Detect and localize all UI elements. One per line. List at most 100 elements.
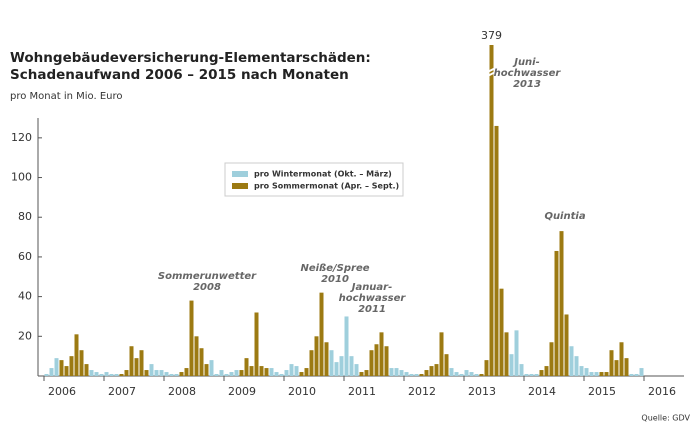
x-tick-label: 2016: [648, 385, 676, 398]
bar: [144, 370, 149, 376]
bar: [204, 364, 209, 376]
annotation: Juni-: [512, 57, 540, 68]
bar: [104, 372, 109, 376]
y-tick-label: 60: [18, 250, 32, 263]
bar: [159, 370, 164, 376]
bar: [629, 374, 634, 376]
y-tick-label: 40: [18, 290, 32, 303]
legend-swatch: [232, 183, 248, 189]
bar: [44, 374, 49, 376]
bar: [369, 350, 374, 376]
bar: [389, 368, 394, 376]
bar: [594, 372, 599, 376]
bar: [89, 370, 94, 376]
annotation: Januar-: [350, 282, 393, 293]
bar: [99, 374, 104, 376]
bar: [239, 370, 244, 376]
y-tick-label: 120: [11, 131, 32, 144]
bar: [589, 372, 594, 376]
annotation: hochwasser: [494, 68, 562, 79]
bar: [359, 372, 364, 376]
bar: [174, 374, 179, 376]
x-tick-label: 2007: [108, 385, 136, 398]
bar: [394, 368, 399, 376]
bar: [189, 300, 194, 376]
axis-break: [487, 67, 496, 77]
bar: [454, 372, 459, 376]
bar: [444, 354, 449, 376]
bar: [384, 346, 389, 376]
bar: [564, 314, 569, 376]
bar: [254, 312, 259, 376]
bar: [54, 358, 59, 376]
x-tick-label: 2011: [348, 385, 376, 398]
bar: [364, 370, 369, 376]
x-tick-label: 2010: [288, 385, 316, 398]
annotation: 2010: [321, 274, 349, 285]
y-tick-label: 100: [11, 171, 32, 184]
bar: [529, 374, 534, 376]
bar: [299, 372, 304, 376]
bar: [579, 366, 584, 376]
value-label: 379: [481, 29, 502, 42]
source: Quelle: GDV: [641, 414, 690, 423]
bar: [494, 125, 499, 376]
bar: [74, 334, 79, 376]
bar: [354, 364, 359, 376]
bar: [284, 370, 289, 376]
bar: [154, 370, 159, 376]
bar: [479, 374, 484, 376]
bar: [319, 292, 324, 376]
bar: [49, 368, 54, 376]
bar: [179, 372, 184, 376]
annotation: 2013: [513, 79, 541, 90]
bar: [114, 374, 119, 376]
bar: [549, 342, 554, 376]
bar: [554, 250, 559, 376]
chart-title: Schadenaufwand 2006 – 2015 nach Monaten: [10, 67, 349, 83]
bar: [194, 336, 199, 376]
bar: [504, 332, 509, 376]
bar: [214, 374, 219, 376]
bar: [484, 360, 489, 376]
subtitle: pro Monat in Mio. Euro: [10, 91, 123, 102]
bar: [344, 316, 349, 376]
bar: [499, 288, 504, 376]
annotation: 2008: [193, 282, 221, 293]
bar: [534, 374, 539, 376]
bar: [264, 368, 269, 376]
bar: [459, 374, 464, 376]
bar: [334, 362, 339, 376]
bar: [524, 374, 529, 376]
bar: [624, 358, 629, 376]
bar: [419, 374, 424, 376]
legend-swatch: [232, 171, 248, 177]
bar: [599, 372, 604, 376]
bar: [584, 368, 589, 376]
bar: [149, 364, 154, 376]
bar: [374, 344, 379, 376]
x-tick-label: 2009: [228, 385, 256, 398]
bar: [64, 366, 69, 376]
bar: [609, 350, 614, 376]
bar: [424, 370, 429, 376]
bar: [429, 366, 434, 376]
bar: [294, 366, 299, 376]
bar: [349, 356, 354, 376]
bar: [304, 368, 309, 376]
bar: [314, 336, 319, 376]
bar: [409, 374, 414, 376]
bar: [129, 346, 134, 376]
x-tick-label: 2014: [528, 385, 556, 398]
bar: [309, 350, 314, 376]
bar: [199, 348, 204, 376]
bar: [414, 374, 419, 376]
annotation: 2011: [358, 304, 386, 315]
annotation: hochwasser: [339, 293, 407, 304]
bar: [539, 370, 544, 376]
legend-label: pro Wintermonat (Okt. – März): [254, 170, 392, 179]
bar: [209, 360, 214, 376]
bar: [224, 374, 229, 376]
bar: [164, 372, 169, 376]
